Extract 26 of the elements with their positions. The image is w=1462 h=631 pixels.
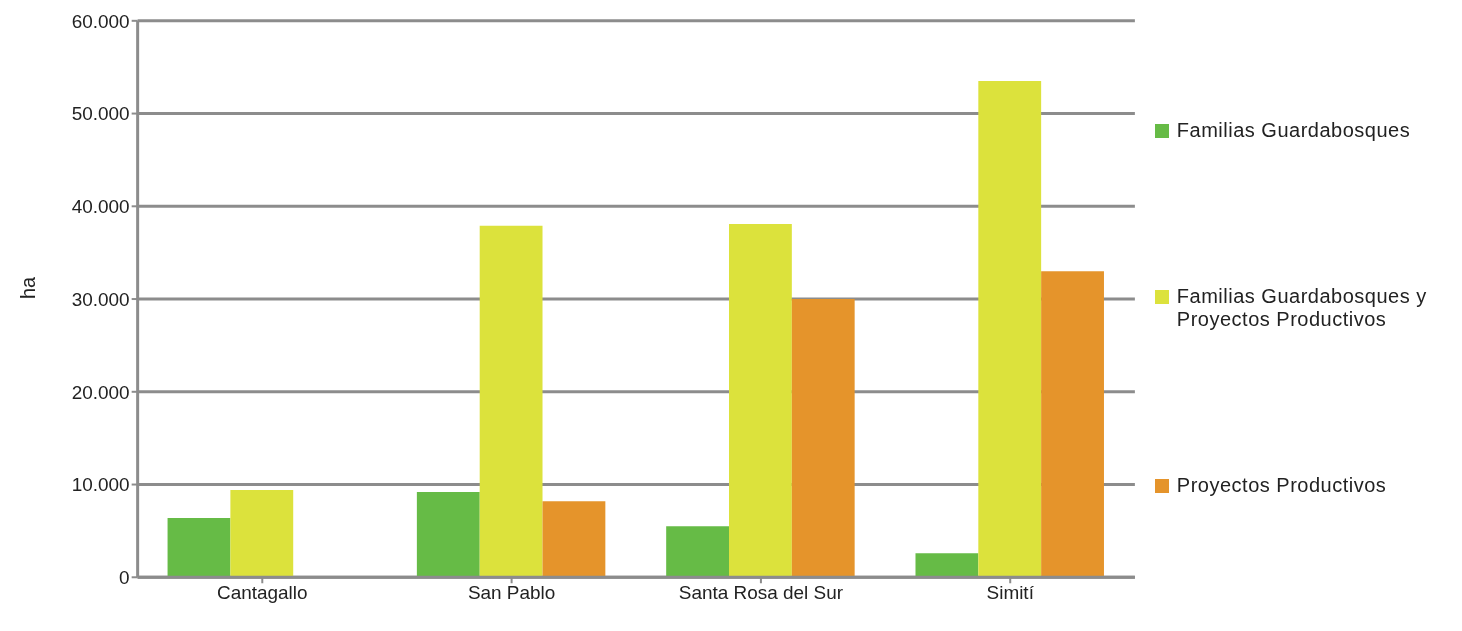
x-tick-label: Cantagallo <box>217 581 308 603</box>
y-tick-label: 0 <box>119 567 130 588</box>
y-axis-title: ha <box>17 275 40 300</box>
bar <box>666 526 730 578</box>
x-tick-label: Santa Rosa del Sur <box>678 581 844 603</box>
bar <box>915 553 979 578</box>
y-tick-label: 50.000 <box>71 103 130 125</box>
y-tick-label: 40.000 <box>71 196 130 218</box>
y-tick-label: 20.000 <box>71 381 130 403</box>
bar <box>479 225 543 578</box>
bar <box>416 491 480 578</box>
bar <box>230 490 294 578</box>
y-tick-label: 10.000 <box>71 474 130 496</box>
bar <box>978 81 1042 578</box>
bar <box>1041 271 1104 578</box>
x-tick-label: San Pablo <box>467 581 556 603</box>
bar <box>791 299 855 578</box>
bar <box>167 517 231 578</box>
y-tick-label: 30.000 <box>71 288 130 310</box>
legend-label: Familias Guardabosques y Proyectos Productivos <box>1176 284 1428 331</box>
legend-label: Proyectos Productivos <box>1176 473 1388 497</box>
bar <box>729 223 792 578</box>
bar <box>542 501 606 578</box>
x-tick-label: Simití <box>986 581 1035 603</box>
y-tick-label: 60.000 <box>71 10 130 32</box>
legend-label: Familias Guardabosques <box>1176 119 1412 143</box>
